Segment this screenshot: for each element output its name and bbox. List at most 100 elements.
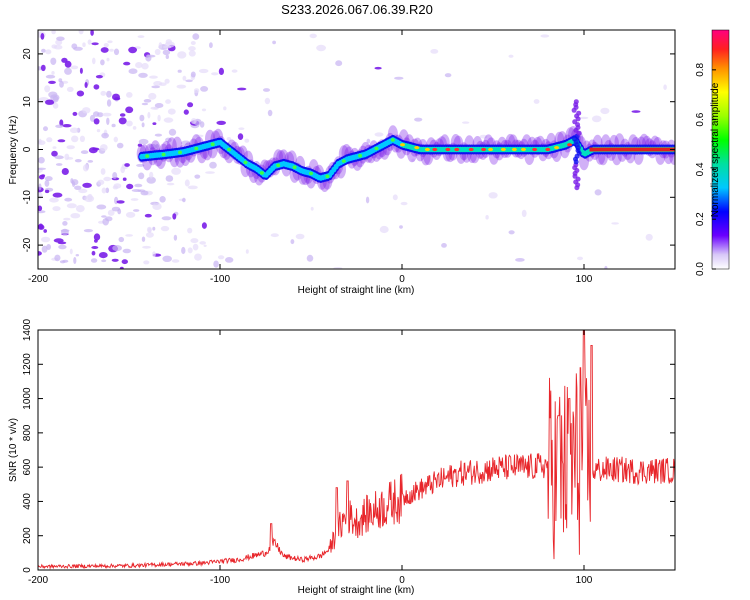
noise-blob bbox=[154, 133, 162, 137]
noise-blob bbox=[153, 81, 163, 86]
noise-blob bbox=[244, 138, 250, 143]
ridge-green-spot bbox=[210, 142, 215, 146]
noise-blob bbox=[59, 119, 64, 127]
noise-blob bbox=[430, 49, 439, 54]
noise-blob bbox=[479, 134, 488, 139]
noise-blob bbox=[594, 189, 602, 196]
colorbar-tick-label: 0.0 bbox=[695, 262, 706, 276]
noise-blob bbox=[52, 206, 61, 212]
noise-blob bbox=[209, 42, 213, 49]
noise-blob bbox=[92, 147, 100, 151]
colorbar-label: Normalized spectral amplitude bbox=[710, 82, 721, 217]
noise-blob bbox=[223, 106, 227, 111]
noise-blob bbox=[78, 30, 84, 35]
noise-blob bbox=[71, 135, 79, 143]
x-tick-label: 0 bbox=[399, 274, 405, 285]
noise-blob bbox=[64, 153, 70, 161]
noise-blob bbox=[631, 110, 641, 113]
noise-blob bbox=[604, 265, 608, 269]
noise-blob bbox=[200, 86, 209, 92]
noise-blob bbox=[126, 92, 133, 98]
noise-blob bbox=[55, 124, 64, 128]
noise-blob bbox=[91, 42, 99, 46]
ridge-green-spot bbox=[161, 152, 166, 157]
noise-blob bbox=[611, 222, 619, 225]
noise-blob bbox=[270, 233, 279, 238]
noise-blob bbox=[521, 209, 527, 218]
noise-blob bbox=[41, 236, 51, 243]
noise-blob bbox=[165, 39, 172, 45]
noise-blob bbox=[182, 75, 187, 81]
noise-blob bbox=[138, 138, 149, 145]
ridge-hot-spot bbox=[521, 147, 526, 152]
noise-blob bbox=[113, 136, 119, 143]
noise-blob bbox=[374, 66, 382, 70]
noise-blob bbox=[141, 62, 149, 70]
x-tick-label: -200 bbox=[28, 575, 48, 586]
snr-series-line bbox=[38, 330, 675, 570]
noise-blob bbox=[64, 197, 73, 202]
noise-blob bbox=[152, 122, 157, 125]
noise-blob bbox=[290, 239, 295, 245]
noise-blob bbox=[176, 84, 187, 89]
noise-blob bbox=[136, 163, 145, 167]
noise-blob bbox=[122, 177, 127, 181]
noise-blob bbox=[194, 253, 202, 261]
noise-blob bbox=[306, 254, 314, 262]
noise-blob bbox=[100, 168, 106, 175]
noise-blob bbox=[400, 201, 408, 206]
spectrogram-y-axis: -20 -10 0 10 20 bbox=[22, 48, 675, 252]
noise-blob bbox=[198, 68, 209, 74]
noise-blob bbox=[184, 179, 190, 187]
noise-blob bbox=[74, 159, 82, 163]
colorbar-tick-label: 0.2 bbox=[695, 212, 706, 226]
noise-blob bbox=[46, 137, 53, 143]
y-tick-label: 10 bbox=[22, 96, 33, 108]
noise-blob bbox=[193, 88, 200, 94]
ridge-hot-spot bbox=[567, 143, 573, 147]
ridge-hot-spot bbox=[511, 147, 517, 152]
noise-blob bbox=[58, 244, 67, 250]
noise-blob bbox=[231, 69, 238, 73]
noise-blob bbox=[113, 48, 120, 56]
noise-blob bbox=[310, 206, 314, 211]
noise-blob bbox=[238, 127, 245, 130]
x-tick-label: -200 bbox=[28, 274, 48, 285]
noise-blob bbox=[76, 90, 85, 97]
noise-blob bbox=[118, 117, 127, 125]
noise-blob bbox=[62, 124, 72, 128]
noise-blob bbox=[61, 228, 69, 236]
noise-blob bbox=[225, 257, 234, 263]
noise-blob bbox=[533, 99, 540, 104]
noise-blob bbox=[237, 133, 244, 141]
noise-blob bbox=[121, 259, 128, 265]
noise-blob bbox=[125, 211, 136, 218]
noise-blob bbox=[43, 229, 47, 233]
noise-blob bbox=[145, 232, 154, 238]
colorbar-tick-label: 0.6 bbox=[695, 112, 706, 126]
noise-blob bbox=[87, 39, 92, 45]
noise-blob bbox=[52, 96, 59, 103]
noise-blob bbox=[159, 196, 166, 203]
noise-blob bbox=[188, 46, 196, 52]
noise-blob bbox=[82, 164, 89, 172]
noise-blob bbox=[205, 171, 215, 174]
noise-blob bbox=[152, 251, 156, 258]
noise-blob bbox=[91, 250, 96, 256]
noise-blob bbox=[40, 33, 45, 40]
noise-blob bbox=[663, 84, 667, 90]
noise-blob bbox=[444, 73, 452, 78]
noise-blob bbox=[79, 67, 83, 74]
noise-blob bbox=[41, 48, 46, 53]
noise-blob bbox=[462, 121, 470, 124]
noise-blob bbox=[38, 174, 45, 180]
snr-y-axis: 0 200 400 600 800 1000 1200 1400 bbox=[22, 318, 675, 573]
noise-blob bbox=[125, 106, 134, 114]
noise-blob bbox=[141, 122, 145, 128]
noise-blob bbox=[365, 196, 370, 204]
noise-blob bbox=[126, 183, 134, 190]
noise-blob bbox=[151, 85, 161, 89]
noise-blob bbox=[82, 107, 91, 114]
noise-blob bbox=[137, 143, 143, 147]
noise-blob bbox=[83, 229, 93, 233]
